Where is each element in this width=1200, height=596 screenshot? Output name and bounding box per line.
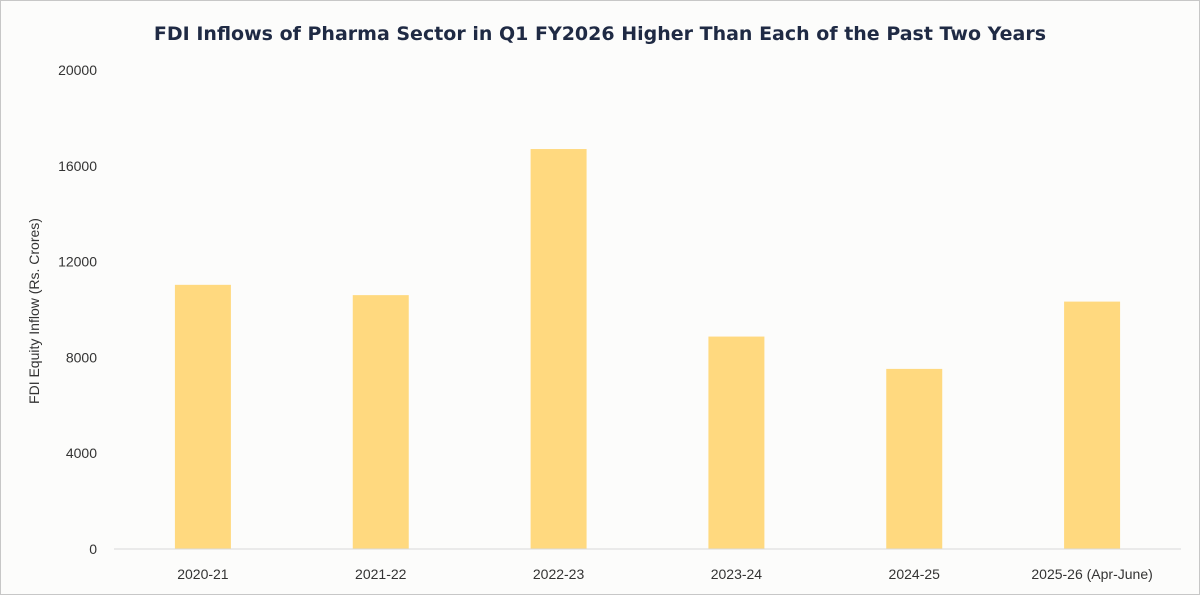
bar [174,284,231,549]
x-tick-label: 2021-22 [355,566,407,582]
x-tick-label: 2025-26 (Apr-June) [1031,566,1152,582]
x-tick-label: 2023-24 [711,566,763,582]
x-axis: 2020-21 2021-22 2022-23 2023-24 2024-25 2025-… [177,566,1153,582]
bar-series [174,149,1121,549]
y-tick-label: 0 [89,541,97,557]
y-tick-label: 12000 [58,254,97,270]
y-tick-label: 20000 [58,62,97,78]
x-tick-label: 2020-21 [177,566,229,582]
bar [352,295,409,549]
chart-title: FDI Inflows of Pharma Sector in Q1 FY202… [154,23,1046,45]
bar [530,149,587,549]
bar [708,336,765,549]
x-tick-label: 2024-25 [889,566,941,582]
x-tick-label: 2022-23 [533,566,585,582]
y-tick-label: 16000 [58,158,97,174]
y-tick-label: 4000 [66,445,97,461]
bar [1064,301,1121,549]
bar [886,368,943,549]
y-axis: 0 4000 8000 12000 16000 20000 [58,62,97,557]
y-axis-label: FDI Equity Inflow (Rs. Crores) [26,218,42,404]
y-tick-label: 8000 [66,349,97,365]
